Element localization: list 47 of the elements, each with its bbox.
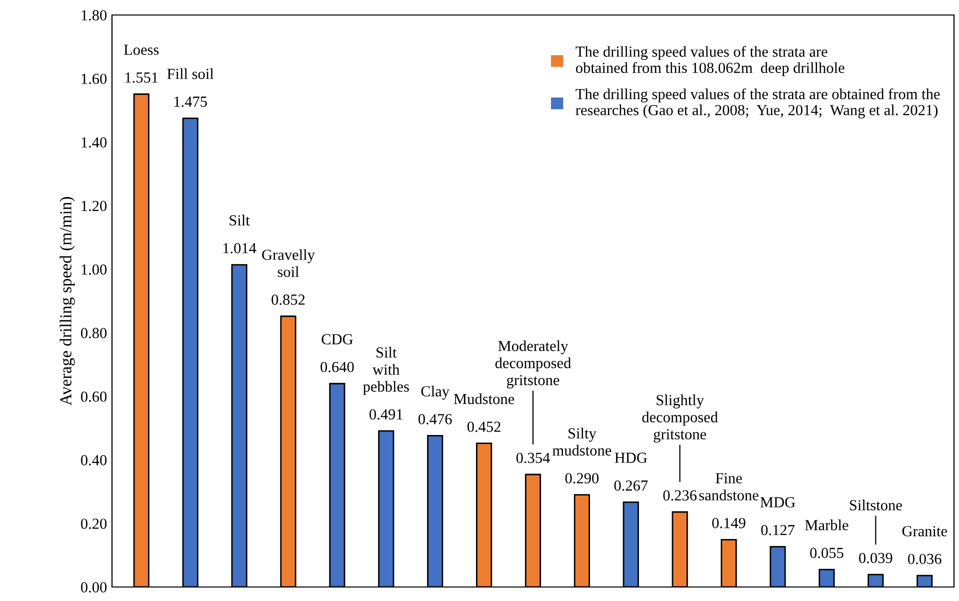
y-tick-label: 1.20 <box>82 200 107 212</box>
data-label: 1.551 <box>126 72 158 83</box>
data-label: 0.852 <box>272 294 305 305</box>
x-tick-label: Slightly decomposed gritstone <box>642 394 718 443</box>
data-label: 0.127 <box>761 524 795 536</box>
x-tick-label: Fill soil <box>167 68 214 80</box>
data-label: 0.476 <box>418 414 452 424</box>
data-label: 0.640 <box>320 362 354 372</box>
data-label: 0.236 <box>663 490 697 501</box>
x-tick-label: Siltstone <box>850 500 902 510</box>
y-tick-label: 0.60 <box>80 391 107 402</box>
x-tick-label: Mudstone <box>454 393 514 404</box>
data-label: 0.452 <box>467 422 500 432</box>
data-label: 1.475 <box>174 96 207 107</box>
y-tick-label: 1.40 <box>82 137 107 148</box>
legend-label: The drilling speed values of the strata are obtained from this 108.062m deep drillhole <box>576 46 844 76</box>
y-tick-label: 1.80 <box>82 10 107 21</box>
data-label: 0.267 <box>614 480 648 491</box>
data-label: 0.491 <box>370 409 402 420</box>
y-tick-label: 0.20 <box>80 518 107 529</box>
x-tick-label: MDG <box>760 497 796 508</box>
y-tick-label: 0.40 <box>80 455 107 466</box>
y-tick-label: 0.80 <box>80 328 107 338</box>
x-tick-label: Clay <box>421 386 450 400</box>
x-tick-label: Silty mudstone <box>552 428 612 456</box>
x-tick-label: Fine sandstone <box>699 473 758 500</box>
y-tick-label: 1.00 <box>82 264 107 275</box>
x-tick-label: Silt with pebbles <box>363 346 409 395</box>
x-tick-label: Gravelly soil <box>262 249 315 278</box>
y-axis-title: Average drilling speed (m/min) <box>60 197 75 406</box>
data-label: 0.149 <box>712 518 746 528</box>
data-label: 0.290 <box>565 473 599 484</box>
data-label: 0.039 <box>859 552 892 564</box>
x-tick-label: Loess <box>124 44 159 55</box>
x-tick-label: HDG <box>614 452 647 463</box>
data-label: 1.014 <box>223 243 256 254</box>
x-tick-label: Granite <box>902 526 948 536</box>
legend-label: The drilling speed values of the strata are obtained from the researches (Gao et al., 2008; Yue, 2014; Wang et al. 2021) <box>576 88 940 118</box>
y-tick-label: 0.00 <box>80 582 107 593</box>
x-tick-label: CDG <box>322 334 353 344</box>
x-tick-label: Silt <box>230 214 250 226</box>
data-label: 0.354 <box>516 452 550 464</box>
y-tick-label: 1.60 <box>82 74 107 84</box>
data-label: 0.036 <box>908 554 942 564</box>
x-tick-label: Marble <box>805 520 848 530</box>
data-label: 0.055 <box>810 548 844 558</box>
x-tick-label: Moderately decomposed gritstone <box>495 340 571 388</box>
